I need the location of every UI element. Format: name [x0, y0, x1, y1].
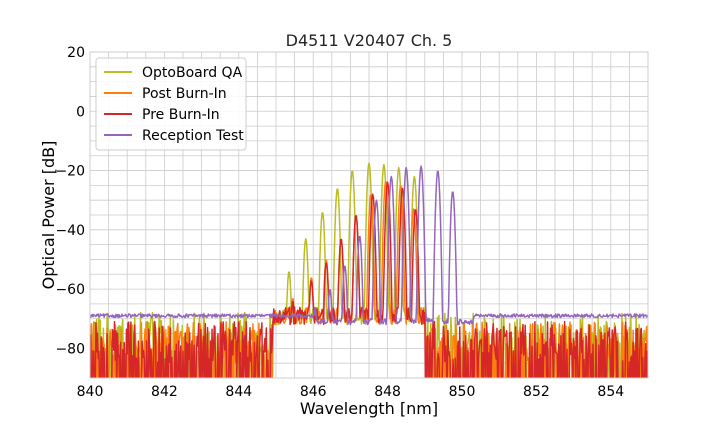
- x-tick-labels: 840 842 844 846 848 850 852 854: [77, 384, 625, 400]
- chart-title: D4511 V20407 Ch. 5: [286, 31, 453, 50]
- x-tick-label: 840: [77, 384, 104, 400]
- x-tick-label: 848: [374, 384, 401, 400]
- legend-label: Reception Test: [142, 128, 244, 144]
- plot-frame: [89, 51, 649, 379]
- plot-area: [90, 162, 648, 378]
- x-tick-label: 854: [597, 384, 624, 400]
- y-axis-label: Optical Power [dB]: [39, 141, 58, 290]
- y-tick-label: −20: [55, 164, 85, 180]
- x-tick-label: 844: [225, 384, 252, 400]
- legend: OptoBoard QA Post Burn-In Pre Burn-In Recep…: [95, 57, 247, 151]
- x-tick-label: 842: [151, 384, 178, 400]
- y-tick-label: −60: [55, 282, 85, 298]
- y-tick-label: 0: [76, 104, 85, 120]
- legend-box: [95, 57, 247, 151]
- series-line-reception-test: [90, 165, 648, 326]
- x-axis-label: Wavelength [nm]: [300, 399, 438, 418]
- legend-label: OptoBoard QA: [142, 65, 243, 81]
- series-line-post-burn-in: [90, 181, 648, 378]
- series-line-pre-burn-in: [90, 181, 648, 378]
- x-tick-label: 850: [449, 384, 476, 400]
- x-tick-label: 852: [523, 384, 550, 400]
- legend-label: Pre Burn-In: [142, 107, 220, 123]
- y-tick-label: −40: [55, 223, 85, 239]
- x-tick-label: 846: [300, 384, 327, 400]
- y-tick-label: −80: [55, 341, 85, 357]
- legend-label: Post Burn-In: [142, 86, 227, 102]
- y-tick-label: 20: [67, 45, 85, 61]
- y-tick-labels: 20 0 −20 −40 −60 −80: [55, 45, 85, 357]
